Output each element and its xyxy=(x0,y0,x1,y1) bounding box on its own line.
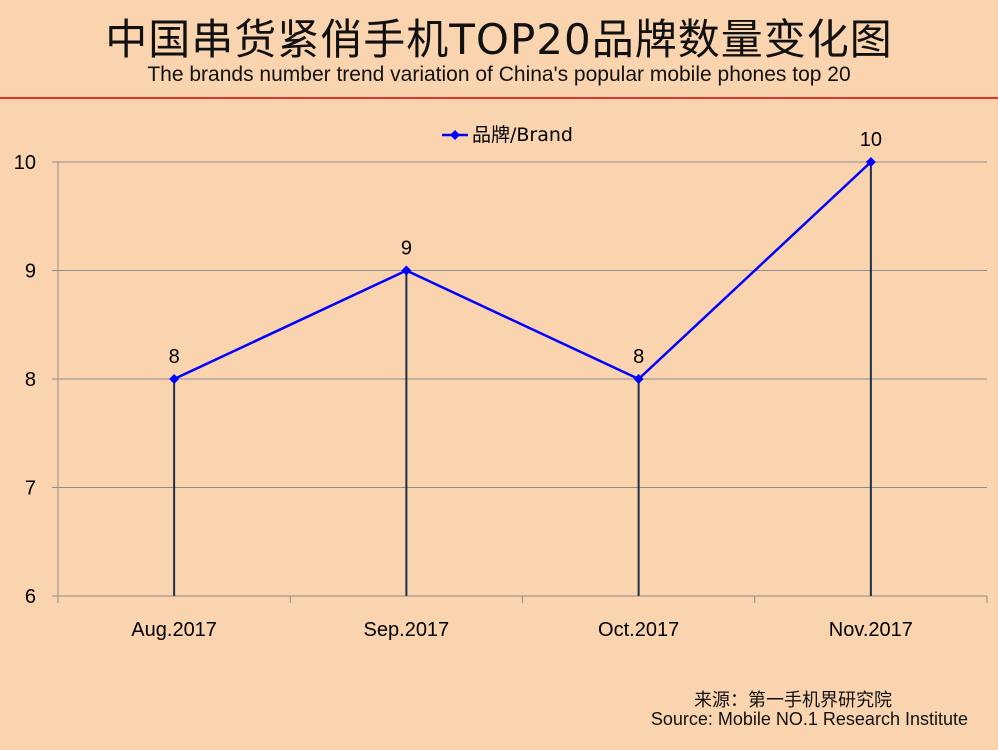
legend: 品牌/Brand xyxy=(442,124,573,146)
y-tick-label: 8 xyxy=(25,369,36,391)
data-label: 9 xyxy=(401,238,412,260)
drop-lines xyxy=(173,162,872,596)
data-point-marker xyxy=(401,265,412,276)
data-label: 8 xyxy=(633,346,644,368)
x-tick-label: Sep.2017 xyxy=(364,619,450,641)
data-point-marker xyxy=(865,157,876,167)
y-tick-label: 6 xyxy=(25,586,36,608)
data-point-marker xyxy=(633,374,644,384)
axes: 6 7 8 9 10 Aug.2017 Sep.2017 Oct.2017 Nov.2017 xyxy=(14,152,988,641)
legend-diamond-marker xyxy=(450,130,460,140)
x-tick-label: Nov.2017 xyxy=(829,619,913,641)
legend-label: 品牌/Brand xyxy=(472,124,573,146)
data-point-marker xyxy=(169,374,180,384)
x-tick-label: Oct.2017 xyxy=(598,619,679,641)
source-cn: 来源：第一手机界研究院 xyxy=(694,690,892,711)
series-layer xyxy=(169,157,876,384)
gridlines xyxy=(58,161,987,488)
data-label: 8 xyxy=(169,346,180,368)
x-tick-label: Aug.2017 xyxy=(131,619,217,641)
chart-title-cn: 中国串货紧俏手机TOP20品牌数量变化图 xyxy=(105,15,893,64)
y-tick-label: 9 xyxy=(25,261,36,283)
y-tick-label: 7 xyxy=(25,478,36,500)
chart-title-en: The brands number trend variation of Chi… xyxy=(147,63,851,86)
labels-layer: 8 9 8 10 xyxy=(169,129,882,368)
data-label: 10 xyxy=(860,129,882,151)
series-line-brand xyxy=(173,161,872,381)
y-tick-label: 10 xyxy=(14,152,36,174)
source-en: Source: Mobile NO.1 Research Institute xyxy=(650,709,968,729)
title-divider xyxy=(0,97,998,99)
